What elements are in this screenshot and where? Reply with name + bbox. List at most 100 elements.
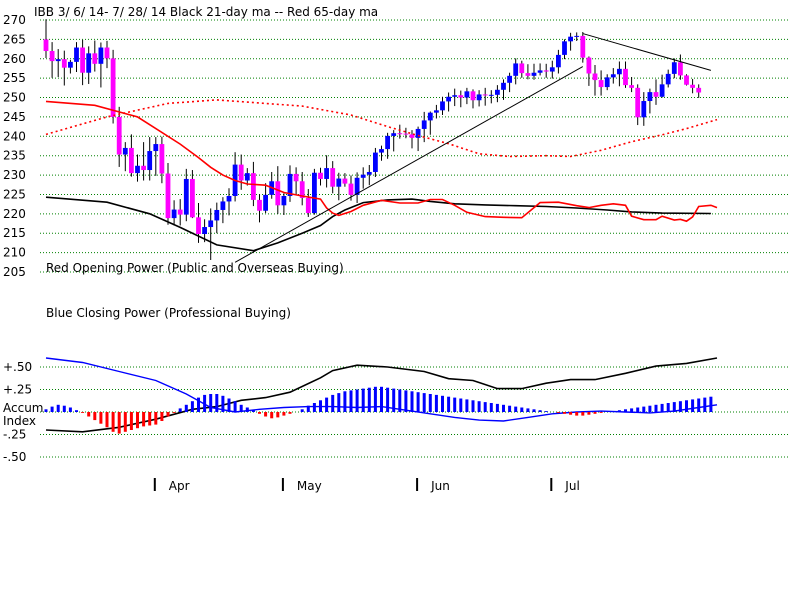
candle-body — [549, 67, 555, 72]
candle-body — [147, 151, 153, 171]
candle-body — [385, 135, 390, 150]
candle-body — [574, 35, 580, 37]
candle-body — [543, 70, 549, 72]
candle-body — [470, 91, 476, 101]
month-label: Apr — [169, 479, 190, 493]
candle-body — [366, 171, 372, 175]
candle-body — [678, 62, 683, 76]
red-power-label: Red Opening Power (Public and Overseas B… — [46, 261, 344, 275]
trendline — [582, 33, 712, 71]
price-tick-label: 250 — [3, 91, 26, 105]
candle-body — [537, 70, 543, 73]
candle-body — [324, 168, 329, 179]
candle-body — [391, 133, 397, 136]
candle-body — [598, 80, 604, 88]
candle-body — [373, 152, 378, 172]
candle-body — [482, 94, 488, 96]
candle-body — [68, 61, 73, 68]
candle-body — [98, 47, 104, 64]
candle-body — [348, 183, 354, 195]
price-tick-label: 215 — [3, 226, 26, 240]
candle-body — [495, 89, 500, 95]
candle-body — [342, 178, 348, 184]
axis-labels: 270 265 260 255 250 245 240 235 230 225 220 215 210 2… — [3, 13, 580, 493]
candle-body — [684, 75, 689, 85]
candle-body — [159, 144, 165, 174]
candle-body — [452, 95, 458, 97]
candle-body — [525, 73, 531, 76]
month-label: Jun — [430, 479, 450, 493]
price-grid — [40, 19, 790, 273]
candle-body — [617, 68, 622, 75]
candle-body — [635, 87, 641, 118]
candle-body — [446, 96, 451, 102]
indicator-tick-label: -.25 — [3, 428, 26, 442]
candle-body — [275, 181, 281, 206]
price-tick-label: 255 — [3, 71, 26, 85]
candle-body — [214, 209, 220, 221]
price-tick-label: 240 — [3, 129, 26, 143]
candle-body — [507, 75, 512, 83]
candle-body — [257, 199, 262, 211]
candle-body — [74, 47, 79, 62]
candle-body — [55, 59, 61, 62]
candle-body — [293, 173, 299, 182]
candle-body — [360, 174, 366, 178]
ma65-dotted-line — [45, 99, 718, 158]
price-tick-label: 225 — [3, 187, 26, 201]
price-tick-label: 220 — [3, 207, 26, 221]
price-candles — [43, 19, 702, 260]
accum-label: Accum — [3, 401, 44, 415]
candle-body — [629, 85, 634, 88]
candle-body — [299, 181, 305, 198]
candle-body — [690, 84, 695, 88]
candle-body — [501, 82, 506, 90]
candle-body — [263, 194, 268, 211]
candle-body — [190, 178, 195, 218]
candle-body — [135, 165, 140, 174]
candle-body — [129, 147, 134, 174]
candle-body — [659, 84, 665, 97]
price-tick-label: 205 — [3, 265, 26, 279]
candle-body — [586, 57, 592, 74]
ma21-line — [45, 196, 711, 252]
candle-body — [244, 173, 250, 181]
candle-body — [86, 53, 92, 73]
candle-body — [141, 165, 146, 171]
candle-body — [397, 133, 403, 135]
candle-body — [312, 172, 317, 214]
blue-power-label: Blue Closing Power (Professional Buying) — [46, 306, 291, 320]
candle-body — [80, 47, 85, 73]
candle-body — [409, 134, 415, 138]
candle-body — [116, 116, 122, 155]
candle-body — [531, 72, 537, 76]
candle-body — [220, 201, 226, 210]
candle-body — [562, 41, 567, 55]
candle-body — [318, 172, 323, 179]
candle-body — [647, 92, 653, 102]
candle-body — [476, 94, 482, 101]
ma65-line — [45, 100, 718, 223]
candle-body — [49, 51, 55, 62]
candle-body — [43, 39, 49, 52]
price-tick-label: 245 — [3, 110, 26, 124]
candle-body — [488, 94, 494, 96]
candle-body — [238, 164, 244, 181]
price-tick-label: 265 — [3, 32, 26, 46]
candle-body — [208, 220, 214, 228]
price-tick-label: 260 — [3, 52, 26, 66]
candle-body — [330, 168, 336, 187]
candle-body — [421, 120, 427, 129]
candle-body — [226, 196, 232, 202]
month-label: Jul — [564, 479, 579, 493]
candle-body — [696, 87, 702, 93]
chart-title: IBB 3/ 6/ 14- 7/ 28/ 14 Black 21-day ma … — [34, 5, 378, 19]
indicator-tick-label: +.25 — [3, 383, 32, 397]
price-tick-label: 270 — [3, 13, 26, 27]
candle-body — [513, 63, 519, 76]
candle-body — [440, 101, 445, 111]
candle-body — [122, 147, 128, 155]
candle-body — [610, 74, 616, 78]
candle-body — [653, 92, 659, 97]
